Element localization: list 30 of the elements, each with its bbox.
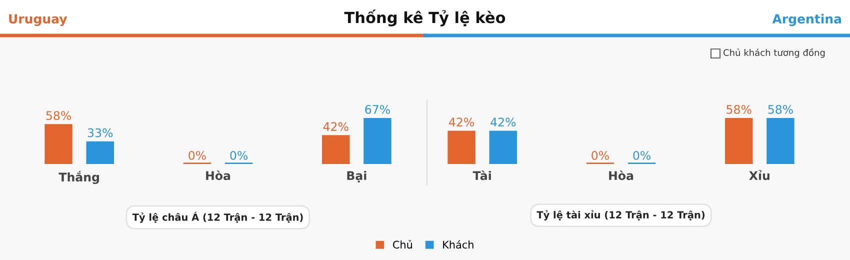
x-tick-label: Xỉu xyxy=(749,170,770,180)
legend-label: Khách xyxy=(443,240,474,249)
bar xyxy=(322,135,350,164)
x-axis-title: Tỷ lệ châu Á (12 Trận - 12 Trận) xyxy=(132,212,303,223)
data-label: 33% xyxy=(88,128,113,138)
bar xyxy=(86,141,114,164)
data-label: 0% xyxy=(230,150,248,160)
text: Chủ khách tương đồng xyxy=(724,48,825,58)
x-axis-title: Tỷ lệ tài xỉu (12 Trận - 12 Trận) xyxy=(536,210,705,220)
data-label: 0% xyxy=(188,150,206,160)
bar xyxy=(364,118,392,164)
bar xyxy=(44,124,72,164)
text: Uruguay xyxy=(9,14,68,26)
data-label: 42% xyxy=(448,118,474,127)
x-tick-label: Bại xyxy=(347,170,366,182)
data-label: 58% xyxy=(768,104,793,114)
x-tick-label: Hòa xyxy=(206,170,230,180)
data-label: 58% xyxy=(726,104,752,114)
chart-title: Thống kê Tỷ lệ kèo xyxy=(344,10,506,26)
x-tick-label: Thắng xyxy=(58,170,99,184)
x-tick-label: Tài xyxy=(472,170,491,180)
x-tick-label: Hòa xyxy=(609,170,634,180)
data-label: 42% xyxy=(323,122,348,132)
data-label: 0% xyxy=(592,150,609,160)
data-label: 0% xyxy=(633,150,651,160)
text: Argentina xyxy=(772,14,842,26)
data-label: 42% xyxy=(490,118,516,127)
data-label: 58% xyxy=(46,111,71,120)
data-label: 67% xyxy=(365,104,390,114)
legend-label: Chủ xyxy=(393,240,412,249)
